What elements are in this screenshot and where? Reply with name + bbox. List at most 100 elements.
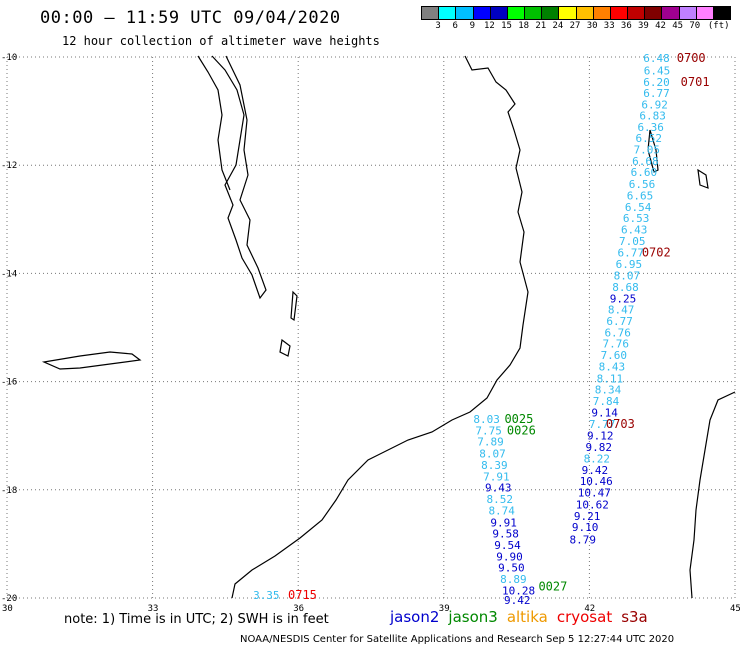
lat-tick-label: -20 <box>1 594 17 604</box>
scale-swatch <box>679 7 697 19</box>
scale-swatch <box>662 7 680 19</box>
scale-label: 27 <box>569 21 581 31</box>
swh-value: 6.95 <box>616 258 643 271</box>
note: note: 1) Time is in UTC; 2) SWH is in fe… <box>64 612 329 627</box>
swh-value: 7.60 <box>601 349 628 362</box>
swh-value: 7.76 <box>603 338 630 351</box>
scale-color-bar <box>421 6 731 20</box>
credit-line: NOAA/NESDIS Center for Satellite Applica… <box>240 634 675 645</box>
scale-label: (ft) <box>707 21 730 31</box>
pass-time-label: 0027 <box>538 580 567 594</box>
swh-value: 7.75 <box>475 424 502 437</box>
pass-time-label: 0702 <box>642 245 671 259</box>
swh-value: 6.48 <box>643 52 670 65</box>
island-4 <box>279 338 291 357</box>
subtitle: 12 hour collection of altimeter wave hei… <box>62 34 380 48</box>
mozambique-coastline <box>231 55 529 599</box>
swh-value: 9.21 <box>574 510 601 523</box>
swh-value: 6.76 <box>604 326 631 339</box>
swh-value: 8.34 <box>595 384 622 397</box>
swh-value: 9.54 <box>494 539 521 552</box>
swh-value: 7.84 <box>593 395 620 408</box>
scale-swatch <box>593 7 611 19</box>
scale-swatch <box>490 7 508 19</box>
swh-value: 8.22 <box>584 452 611 465</box>
swh-values: 6.486.456.206.776.926.836.366.527.056.68… <box>253 52 670 607</box>
pass-time-label: 0701 <box>681 75 710 89</box>
swh-value: 9.42 <box>504 594 531 607</box>
scale-label: 36 <box>620 21 632 31</box>
swh-value: 6.54 <box>625 201 652 214</box>
lon-tick-label: 36 <box>293 604 304 614</box>
swh-value: 7.05 <box>634 144 661 157</box>
swh-value: 10.46 <box>580 475 613 488</box>
scale-label: 33 <box>603 21 615 31</box>
scale-label: 12 <box>484 21 495 31</box>
island-1 <box>41 351 142 370</box>
swh-value: 6.65 <box>627 189 654 202</box>
coastline <box>41 55 736 599</box>
swh-value: 6.92 <box>641 99 668 112</box>
swh-value: 7.89 <box>477 436 504 449</box>
scale-labels: 3 6 9 12 15 18 21 24 27 30 33 36 39 42 45 70 (ft) <box>421 20 740 32</box>
swh-value: 9.50 <box>498 562 525 575</box>
title: 00:00 — 11:59 UTC 09/04/2020 <box>40 8 341 28</box>
scale-swatch <box>559 7 577 19</box>
scale-swatch <box>645 7 663 19</box>
pass-time-label: 0700 <box>677 51 706 65</box>
lon-tick-label: 33 <box>148 604 159 614</box>
scale-label: 15 <box>501 21 512 31</box>
madagascar-coastline <box>689 391 736 599</box>
lat-tick-label: -16 <box>1 378 17 388</box>
scale-label: 70 <box>689 21 701 31</box>
swh-value: 9.10 <box>572 521 599 534</box>
swh-value: 8.07 <box>614 270 641 283</box>
swh-value: 10.28 <box>502 584 535 597</box>
swh-value: 9.91 <box>490 516 516 529</box>
swh-value: 6.77 <box>618 246 645 259</box>
swh-value: 8.43 <box>599 360 626 373</box>
swh-value: 7.77 <box>589 418 616 431</box>
swh-value: 9.42 <box>582 464 609 477</box>
swh-value: 6.20 <box>643 76 670 89</box>
satellite-jason2: jason2 <box>390 608 440 626</box>
scale-label: 18 <box>518 21 530 31</box>
scale-swatch <box>525 7 543 19</box>
swh-value: 8.74 <box>488 504 515 517</box>
swh-value: 9.14 <box>591 406 618 419</box>
malawi-lake-shore <box>211 55 267 300</box>
scale-label: 45 <box>672 21 684 31</box>
swh-value: 8.47 <box>608 304 635 317</box>
swh-value: 9.58 <box>492 528 519 541</box>
scale-label: 42 <box>655 21 666 31</box>
satellite-jason3: jason3 <box>448 608 498 626</box>
lon-tick-label: 45 <box>730 604 740 614</box>
scale-swatch <box>713 7 731 19</box>
island-3 <box>697 168 709 189</box>
swh-value: 8.39 <box>481 459 508 472</box>
swh-value: 10.47 <box>578 487 611 500</box>
scale-swatch <box>542 7 560 19</box>
swh-value: 8.79 <box>570 534 597 547</box>
scale-label: 6 <box>452 21 458 31</box>
swh-value: 6.45 <box>644 65 671 78</box>
scale-label: 21 <box>535 21 547 31</box>
scale-swatch <box>628 7 646 19</box>
scale-swatch <box>610 7 629 19</box>
scale-swatch <box>576 7 594 19</box>
scale-label: 9 <box>469 21 476 31</box>
swh-value: 6.52 <box>636 132 663 145</box>
scale-swatch <box>507 7 526 19</box>
scale-swatch <box>422 7 440 19</box>
swh-value: 9.43 <box>485 482 512 495</box>
swh-value: 8.03 <box>473 413 500 426</box>
swh-value: 6.83 <box>639 109 666 122</box>
scale-label: 24 <box>552 21 564 31</box>
lat-tick-label: -18 <box>1 486 17 496</box>
lat-tick-label: -10 <box>1 53 17 63</box>
lake-shore-west <box>197 55 231 191</box>
satellite-cryosat: cryosat <box>556 608 613 626</box>
swh-value: 6.36 <box>637 121 664 134</box>
island-2 <box>647 129 659 173</box>
